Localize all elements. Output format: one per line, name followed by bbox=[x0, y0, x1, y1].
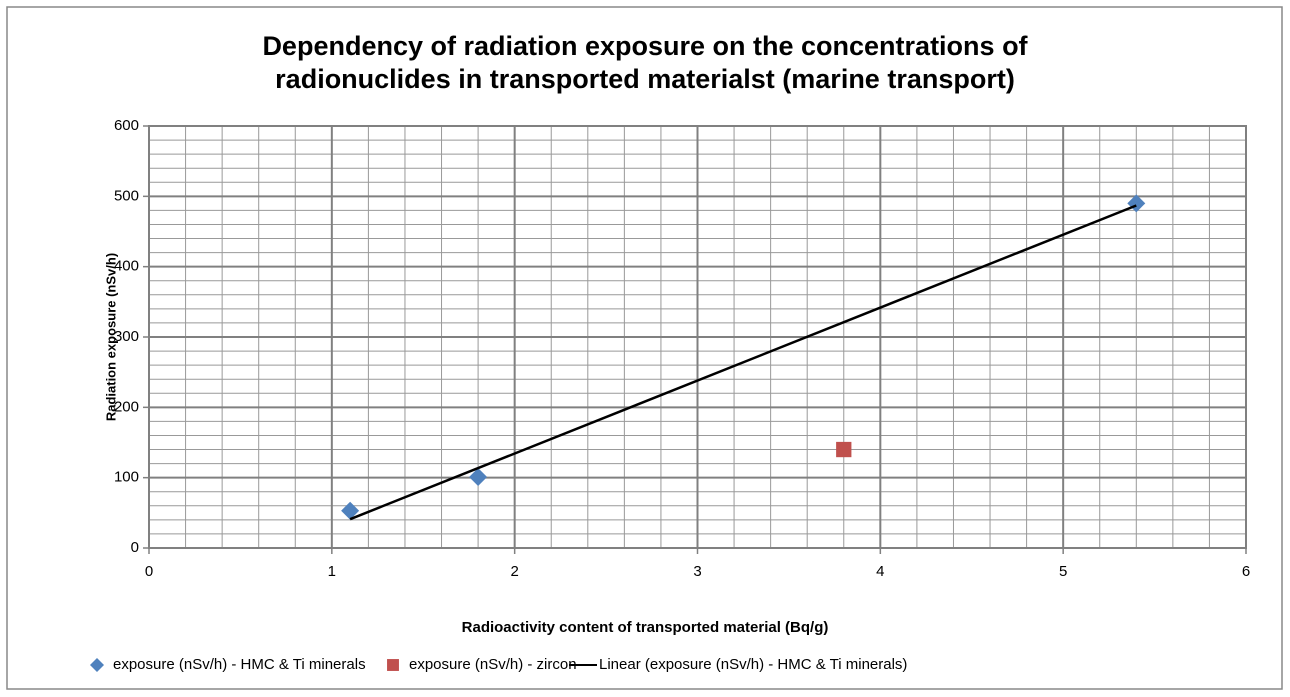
chart-border bbox=[6, 6, 1283, 690]
y-tick-label: 300 bbox=[114, 328, 139, 345]
marker-diamond bbox=[341, 501, 360, 520]
y-axis-label: Radiation exposure (nSv/h) bbox=[103, 253, 118, 421]
chart-title: radionuclides in transported materialst … bbox=[275, 64, 1015, 94]
marker-square bbox=[387, 659, 399, 671]
y-tick-label: 400 bbox=[114, 258, 139, 275]
x-tick-label: 2 bbox=[510, 563, 518, 580]
marker-diamond bbox=[469, 467, 488, 486]
y-tick-label: 600 bbox=[114, 117, 139, 134]
y-tick-label: 100 bbox=[114, 469, 139, 486]
x-tick-label: 3 bbox=[693, 563, 701, 580]
marker-diamond bbox=[90, 658, 104, 672]
x-axis-label: Radioactivity content of transported mat… bbox=[462, 619, 829, 636]
y-tick-label: 500 bbox=[114, 187, 139, 204]
legend-label: exposure (nSv/h) - zircon bbox=[409, 656, 577, 673]
plot-border bbox=[148, 125, 1247, 549]
marker-square bbox=[836, 441, 852, 458]
x-tick-label: 1 bbox=[328, 563, 336, 580]
legend-label: Linear (exposure (nSv/h) - HMC & Ti mine… bbox=[599, 656, 907, 673]
x-tick-label: 6 bbox=[1242, 563, 1250, 580]
y-tick-label: 0 bbox=[131, 539, 139, 556]
legend-label: exposure (nSv/h) - HMC & Ti minerals bbox=[113, 656, 366, 673]
y-tick-label: 200 bbox=[114, 398, 139, 415]
trend-line bbox=[349, 204, 1137, 521]
x-tick-label: 0 bbox=[145, 563, 153, 580]
chart-title: Dependency of radiation exposure on the … bbox=[262, 31, 1028, 61]
x-tick-label: 5 bbox=[1059, 563, 1067, 580]
x-tick-label: 4 bbox=[876, 563, 884, 580]
